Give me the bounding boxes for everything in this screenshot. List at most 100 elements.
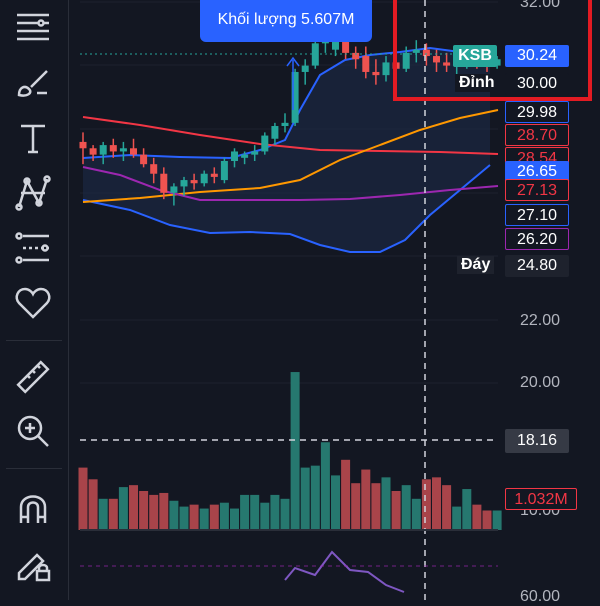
- candle-body: [372, 71, 380, 76]
- volume-bar: [492, 510, 502, 530]
- volume-bar: [88, 479, 98, 530]
- volume-bar: [118, 487, 128, 530]
- candle-body: [109, 145, 117, 152]
- axis-tick-20: 20.00: [519, 374, 561, 391]
- axis-tick-22: 22.00: [519, 312, 561, 329]
- candle-body: [281, 122, 289, 127]
- volume-bar: [139, 491, 149, 530]
- volume-bar: [482, 510, 492, 530]
- brush-icon[interactable]: [10, 60, 56, 106]
- fib-icon[interactable]: [10, 225, 56, 271]
- volume-bars: [78, 372, 502, 530]
- volume-bar: [361, 469, 371, 530]
- price-tag: 26.65: [505, 161, 569, 183]
- ma-red-line: [82, 116, 499, 155]
- candle-body: [251, 151, 259, 155]
- volume-bar: [421, 479, 431, 530]
- candle-body: [412, 49, 420, 53]
- toolbar-divider: [6, 468, 62, 469]
- peak-label: Đỉnh: [455, 74, 499, 92]
- trough-label: Đáy: [457, 256, 495, 274]
- candle-body: [180, 180, 188, 187]
- volume-bar: [270, 494, 280, 530]
- heart-icon[interactable]: [10, 280, 56, 326]
- candle-body: [231, 151, 238, 161]
- volume-bar: [159, 492, 169, 530]
- volume-bar: [472, 504, 482, 530]
- symbol-ticker-badge[interactable]: KSB: [453, 45, 497, 67]
- volume-bar: [280, 498, 290, 530]
- toolbar-divider: [6, 340, 62, 341]
- candle-body: [220, 161, 228, 181]
- volume-bar: [452, 506, 462, 530]
- magnet-icon[interactable]: [10, 486, 56, 532]
- price-tag: 29.98: [505, 101, 569, 123]
- volume-bar: [310, 465, 320, 530]
- candle-body: [130, 148, 137, 155]
- menu-icon[interactable]: [10, 4, 56, 50]
- volume-bar: [98, 498, 108, 530]
- lock-drawing-icon[interactable]: [10, 540, 56, 586]
- candle-body: [241, 154, 249, 158]
- peak-price-tag: 30.00: [505, 73, 569, 95]
- candle-body: [342, 36, 350, 53]
- candle-body: [261, 135, 269, 152]
- volume-bar: [199, 508, 209, 530]
- price-tag: 28.70: [505, 124, 569, 146]
- volume-bar: [189, 504, 199, 530]
- candle-body: [291, 71, 299, 123]
- candle-body: [200, 173, 208, 184]
- ruler-icon[interactable]: [10, 354, 56, 400]
- volume-bar: [169, 500, 179, 530]
- volume-bar: [401, 485, 411, 530]
- candle-body: [150, 164, 158, 174]
- volume-bar: [179, 506, 189, 530]
- volume-bar: [371, 483, 381, 530]
- candle-body: [433, 56, 440, 63]
- indicator-axis-label: 60.00: [519, 588, 561, 605]
- zoom-in-icon[interactable]: [10, 408, 56, 454]
- candle-body: [493, 59, 501, 66]
- bollinger-lower-line: [82, 164, 491, 253]
- volume-bar: [78, 467, 88, 530]
- volume-bar: [250, 494, 260, 530]
- volume-bar: [442, 485, 452, 530]
- volume-bar: [209, 504, 219, 530]
- volume-value-tag: 1.032M: [505, 488, 577, 510]
- text-icon[interactable]: [10, 115, 56, 161]
- candle-body: [89, 148, 97, 155]
- candle-body: [271, 126, 279, 139]
- candle-body: [352, 52, 360, 60]
- volume-bar: [462, 489, 472, 530]
- candle-body: [79, 141, 87, 149]
- candle-body: [170, 186, 178, 193]
- candle-body: [99, 145, 107, 155]
- volume-bar: [432, 477, 441, 530]
- volume-bar: [260, 502, 270, 530]
- trough-price-tag: 24.80: [505, 255, 569, 277]
- volume-bar: [290, 372, 300, 530]
- volume-bar: [108, 498, 118, 530]
- drawing-toolbar: [0, 0, 69, 600]
- price-tag: 26.20: [505, 228, 569, 250]
- volume-bar: [240, 494, 250, 530]
- volume-bar: [331, 475, 340, 530]
- crosshair-price-tag: 18.16: [505, 429, 569, 453]
- candle-body: [210, 173, 218, 177]
- bollinger-band-fill: [83, 48, 490, 252]
- highlight-box: [393, 0, 592, 101]
- last-price-tag: 30.24: [505, 45, 569, 67]
- volume-bar: [351, 483, 361, 530]
- candle-body: [332, 40, 339, 50]
- candle-body: [140, 154, 148, 165]
- lower-indicator-line: [284, 550, 405, 593]
- volume-bar: [149, 494, 159, 530]
- candle-body: [422, 49, 430, 57]
- volume-peak-arrow: [286, 56, 300, 67]
- volume-bar: [391, 491, 401, 530]
- price-tag: 27.13: [505, 179, 569, 201]
- candle-body: [362, 56, 370, 72]
- price-tag: 27.10: [505, 204, 569, 226]
- pattern-icon[interactable]: [10, 170, 56, 216]
- candle-body: [382, 62, 390, 76]
